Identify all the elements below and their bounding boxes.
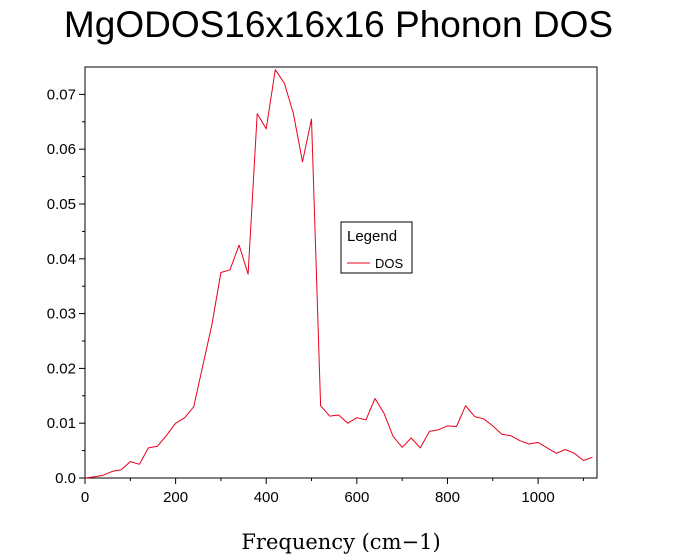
y-tick-label: 0.04 (47, 251, 76, 268)
x-tick-label: 0 (81, 489, 89, 506)
legend-label-dos: DOS (375, 256, 404, 271)
x-tick-label: 400 (254, 489, 279, 506)
y-tick-label: 0.01 (47, 415, 76, 432)
legend-title: Legend (347, 228, 397, 245)
x-tick-label: 200 (163, 489, 188, 506)
y-tick-label: 0.05 (47, 196, 76, 213)
y-axis: 0.0 0.01 0.02 0.03 0.04 0.05 0.06 0.07 (47, 86, 85, 487)
x-tick-label: 1000 (521, 489, 554, 506)
series-layer (84, 69, 593, 479)
y-tick-label: 0.03 (47, 306, 76, 323)
legend: Legend DOS (340, 221, 413, 274)
x-axis: 0 200 400 600 800 1000 (81, 478, 584, 506)
legend-box (340, 221, 413, 274)
chart-title: MgODOS16x16x16 Phonon DOS (63, 4, 614, 45)
x-axis-title: Frequency (cm−1) (241, 530, 440, 554)
y-tick-label: 0.0 (55, 470, 76, 487)
y-tick-label: 0.07 (47, 86, 76, 103)
y-tick-label: 0.02 (47, 360, 76, 377)
x-tick-label: 600 (344, 489, 369, 506)
series-line-dos (84, 69, 593, 479)
plot-frame (84, 66, 598, 479)
y-tick-label: 0.06 (47, 141, 76, 158)
x-tick-label: 800 (435, 489, 460, 506)
